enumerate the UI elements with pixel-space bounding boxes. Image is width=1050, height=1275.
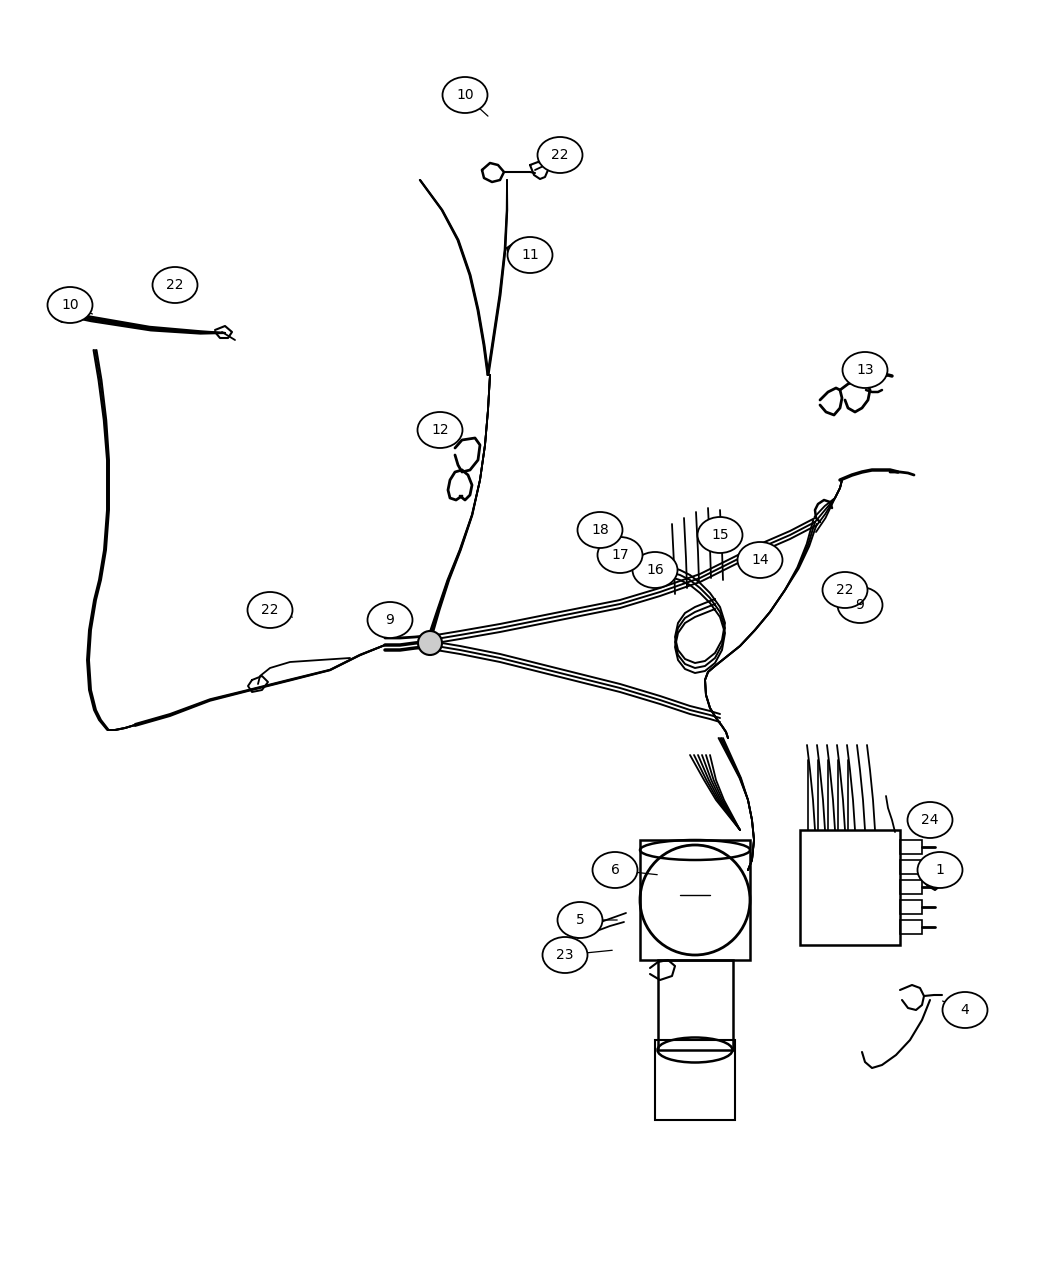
Bar [640, 840, 750, 960]
Ellipse shape [597, 537, 643, 572]
Ellipse shape [943, 992, 987, 1028]
Bar [900, 900, 922, 914]
Text: 12: 12 [432, 423, 448, 437]
Text: 16: 16 [646, 564, 664, 578]
Text: 22: 22 [551, 148, 569, 162]
Ellipse shape [842, 352, 887, 388]
Text: 5: 5 [575, 913, 585, 927]
Text: 17: 17 [611, 548, 629, 562]
Ellipse shape [697, 516, 742, 553]
Ellipse shape [418, 412, 462, 448]
Text: 4: 4 [961, 1003, 969, 1017]
Text: 14: 14 [751, 553, 769, 567]
Ellipse shape [907, 802, 952, 838]
Bar [655, 1040, 735, 1119]
Text: 13: 13 [856, 363, 874, 377]
Text: 22: 22 [836, 583, 854, 597]
Bar [900, 880, 922, 894]
Text: 1: 1 [936, 863, 944, 877]
Bar [800, 830, 900, 945]
Ellipse shape [248, 592, 293, 629]
Ellipse shape [737, 542, 782, 578]
Ellipse shape [838, 586, 882, 623]
Ellipse shape [152, 266, 197, 303]
Text: 6: 6 [610, 863, 620, 877]
Text: 22: 22 [261, 603, 278, 617]
Bar [900, 840, 922, 854]
Text: 9: 9 [385, 613, 395, 627]
Ellipse shape [918, 852, 963, 887]
Text: 24: 24 [921, 813, 939, 827]
Ellipse shape [822, 572, 867, 608]
Ellipse shape [538, 136, 583, 173]
Ellipse shape [558, 901, 603, 938]
Ellipse shape [543, 937, 588, 973]
Text: 10: 10 [61, 298, 79, 312]
Ellipse shape [632, 552, 677, 588]
Ellipse shape [592, 852, 637, 887]
Bar [900, 921, 922, 935]
Ellipse shape [368, 602, 413, 638]
Ellipse shape [47, 287, 92, 323]
Circle shape [418, 631, 442, 655]
Bar [658, 960, 733, 1051]
Text: 10: 10 [456, 88, 474, 102]
Ellipse shape [578, 513, 623, 548]
Text: 9: 9 [856, 598, 864, 612]
Bar [900, 861, 922, 873]
Text: 11: 11 [521, 249, 539, 261]
Text: 15: 15 [711, 528, 729, 542]
Ellipse shape [507, 237, 552, 273]
Text: 22: 22 [166, 278, 184, 292]
Ellipse shape [442, 76, 487, 113]
Text: 18: 18 [591, 523, 609, 537]
Text: 23: 23 [556, 949, 573, 963]
